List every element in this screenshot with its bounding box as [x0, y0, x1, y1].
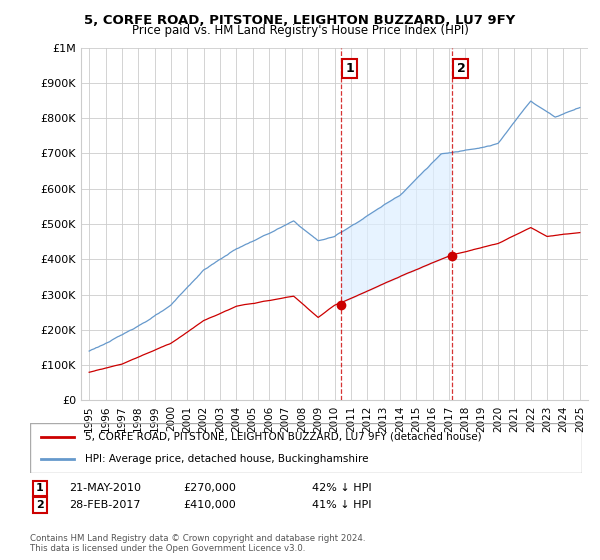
Text: Price paid vs. HM Land Registry's House Price Index (HPI): Price paid vs. HM Land Registry's House …: [131, 24, 469, 36]
Text: 2: 2: [36, 500, 44, 510]
Text: 2: 2: [457, 62, 465, 75]
Text: 28-FEB-2017: 28-FEB-2017: [69, 500, 140, 510]
Text: 5, CORFE ROAD, PITSTONE, LEIGHTON BUZZARD, LU7 9FY (detached house): 5, CORFE ROAD, PITSTONE, LEIGHTON BUZZAR…: [85, 432, 482, 442]
Text: 1: 1: [36, 483, 44, 493]
Text: 42% ↓ HPI: 42% ↓ HPI: [312, 483, 371, 493]
Text: £410,000: £410,000: [183, 500, 236, 510]
Text: 41% ↓ HPI: 41% ↓ HPI: [312, 500, 371, 510]
Text: 5, CORFE ROAD, PITSTONE, LEIGHTON BUZZARD, LU7 9FY: 5, CORFE ROAD, PITSTONE, LEIGHTON BUZZAR…: [85, 14, 515, 27]
Text: Contains HM Land Registry data © Crown copyright and database right 2024.
This d: Contains HM Land Registry data © Crown c…: [30, 534, 365, 553]
Text: £270,000: £270,000: [183, 483, 236, 493]
Text: HPI: Average price, detached house, Buckinghamshire: HPI: Average price, detached house, Buck…: [85, 454, 368, 464]
Text: 1: 1: [346, 62, 355, 75]
Text: 21-MAY-2010: 21-MAY-2010: [69, 483, 141, 493]
